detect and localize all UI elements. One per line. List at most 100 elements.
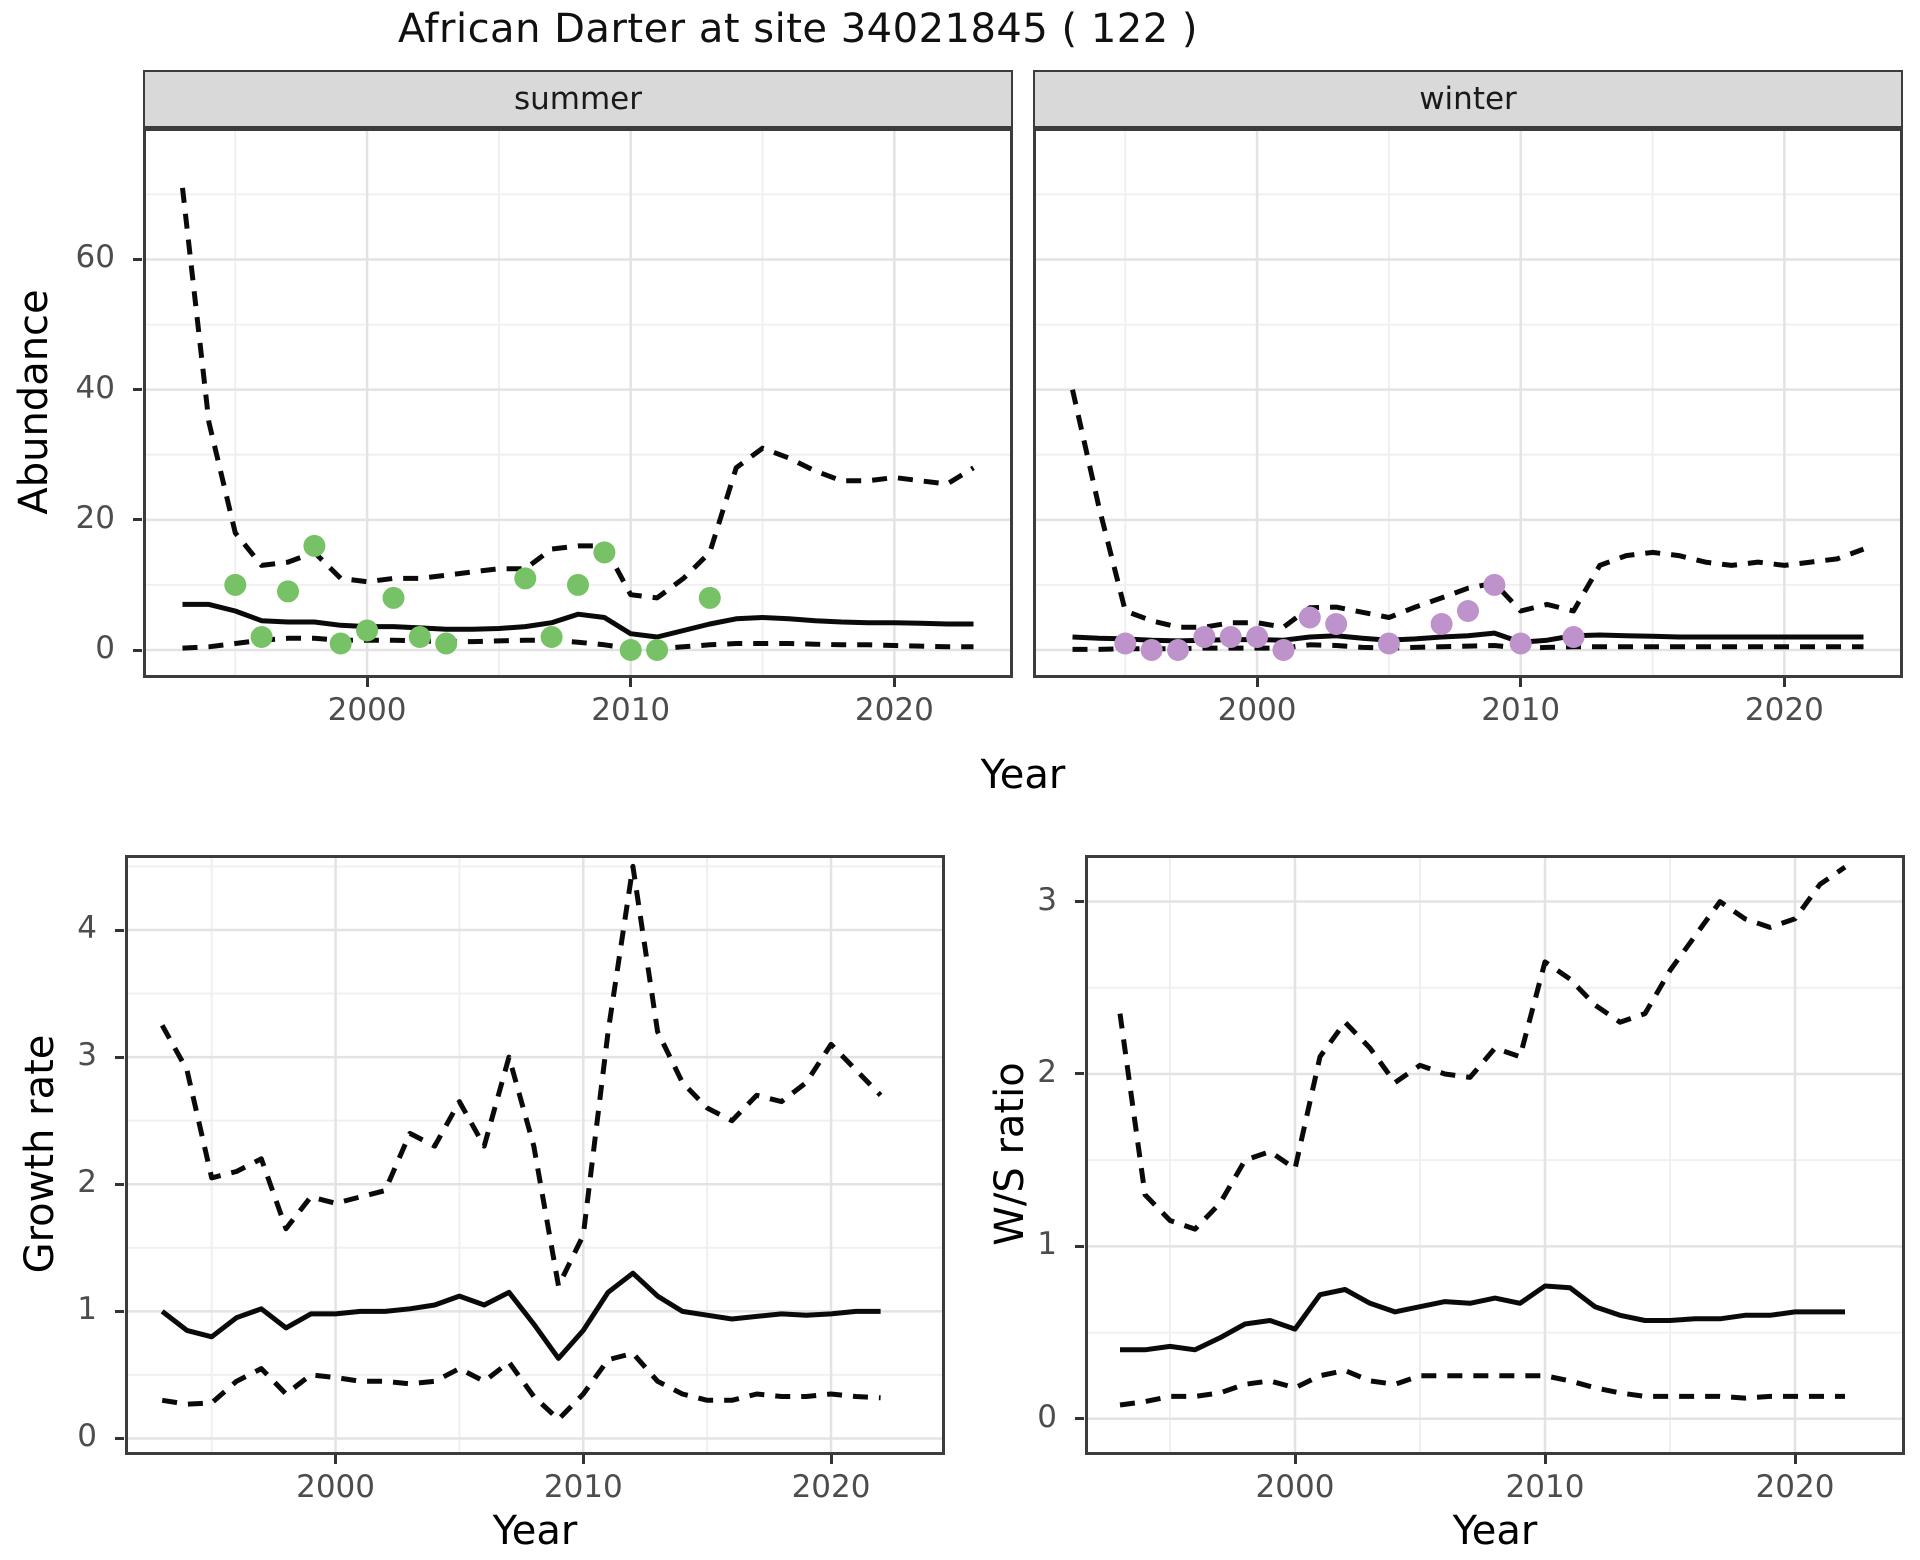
observed-abundance-summer — [408, 626, 431, 648]
observed-abundance-summer — [250, 626, 273, 648]
observed-abundance-summer — [567, 573, 589, 596]
observed-abundance-winter — [1457, 600, 1479, 622]
observed-abundance-winter — [1272, 639, 1295, 661]
facet-strip-summer: summer — [143, 70, 1013, 128]
growth-y-tick-label: 4 — [77, 910, 97, 946]
summer-y-tick-label: 20 — [75, 499, 115, 536]
summer-fit-line — [182, 601, 974, 640]
x-tick-mark — [1782, 678, 1786, 687]
growth-x-tick-label: 2020 — [791, 1469, 871, 1505]
observed-abundance-summer — [382, 586, 405, 609]
observed-abundance-summer — [619, 639, 642, 661]
ws-ratio-panel — [1085, 855, 1905, 1455]
winter-lower-ci-line — [1072, 642, 1864, 652]
winter-x-tick-label: 2020 — [1744, 692, 1824, 728]
facet-strip-winter-label: winter — [1419, 81, 1517, 117]
growth-x-axis-title: Year — [492, 1508, 578, 1554]
top-x-axis-title: Year — [980, 752, 1066, 798]
summer-x-tick-label: 2010 — [591, 692, 671, 728]
x-tick-mark — [829, 1455, 833, 1464]
x-tick-mark — [365, 678, 369, 687]
x-tick-mark — [629, 678, 633, 687]
observed-abundance-summer — [303, 534, 326, 557]
y-tick-mark — [115, 1309, 124, 1313]
observed-abundance-winter — [1325, 613, 1348, 635]
y-tick-mark — [133, 648, 142, 652]
ws-y-tick-label: 0 — [1037, 1398, 1057, 1435]
y-tick-mark — [1075, 1244, 1084, 1248]
observed-abundance-summer — [329, 632, 352, 655]
winter-x-tick-label: 2000 — [1217, 692, 1297, 728]
winter-x-tick-label: 2010 — [1481, 692, 1561, 728]
observed-abundance-summer — [224, 573, 247, 596]
growth-lower-ci-line — [161, 1350, 881, 1422]
y-tick-mark — [115, 1182, 124, 1186]
x-tick-mark — [581, 1455, 585, 1464]
winter-upper-ci-line — [1070, 389, 1865, 630]
observed-abundance-summer — [514, 567, 537, 590]
ws-y-tick-label: 3 — [1037, 881, 1057, 918]
summer-lower-ci-line — [182, 635, 974, 652]
observed-abundance-winter — [1430, 613, 1453, 635]
ws-y-tick-label: 1 — [1037, 1226, 1057, 1263]
y-tick-mark — [133, 518, 142, 522]
y-tick-mark — [1075, 1072, 1084, 1076]
observed-abundance-summer — [435, 632, 458, 655]
summer-upper-ci-line — [180, 187, 975, 601]
observed-abundance-summer — [356, 619, 379, 642]
ws-panel-border — [1085, 855, 1905, 1455]
ws-upper-ci-line — [1117, 865, 1847, 1232]
y-tick-mark — [115, 928, 124, 932]
y-tick-mark — [115, 1436, 124, 1440]
ws-x-axis-title: Year — [1452, 1508, 1538, 1554]
x-tick-mark — [1543, 1455, 1547, 1464]
growth-panel-border — [125, 855, 945, 1455]
observed-abundance-winter — [1193, 626, 1216, 648]
growth-y-tick-label: 2 — [77, 1164, 97, 1201]
ws-y-tick-label: 2 — [1037, 1053, 1057, 1090]
ws-ratio-axis-title: W/S ratio — [987, 1062, 1033, 1246]
observed-abundance-summer — [698, 586, 721, 609]
growth-rate-panel — [125, 855, 945, 1455]
summer-x-tick-label: 2020 — [854, 692, 934, 728]
y-tick-mark — [133, 257, 142, 261]
facet-strip-summer-label: summer — [513, 81, 642, 117]
winter-abundance-panel — [1033, 128, 1903, 678]
observed-abundance-winter — [1298, 606, 1321, 629]
summer-y-tick-label: 60 — [75, 239, 115, 276]
observed-abundance-winter — [1219, 626, 1242, 648]
summer-x-tick-label: 2000 — [327, 692, 407, 728]
facet-strip-winter: winter — [1033, 70, 1903, 128]
x-tick-mark — [1793, 1455, 1797, 1464]
growth-y-tick-label: 1 — [77, 1291, 97, 1328]
growth-y-tick-label: 3 — [77, 1037, 97, 1074]
summer-abundance-panel — [143, 128, 1013, 678]
x-tick-mark — [1519, 678, 1523, 687]
observed-abundance-winter — [1377, 632, 1400, 655]
growth-x-tick-label: 2010 — [543, 1469, 623, 1505]
observed-abundance-summer — [540, 626, 563, 648]
x-tick-mark — [1255, 678, 1259, 687]
observed-abundance-summer — [646, 639, 669, 661]
growth-upper-ci-line — [160, 863, 883, 1289]
observed-abundance-winter — [1167, 639, 1189, 661]
x-tick-mark — [334, 1455, 338, 1464]
summer-y-tick-label: 40 — [75, 369, 115, 406]
y-tick-mark — [1075, 900, 1084, 904]
y-tick-mark — [133, 388, 142, 392]
figure-title: African Darter at site 34021845 ( 122 ) — [397, 6, 1199, 52]
growth-y-tick-label: 0 — [77, 1418, 97, 1455]
observed-abundance-winter — [1114, 632, 1137, 655]
summer-panel-border — [143, 128, 1013, 678]
observed-abundance-winter — [1483, 573, 1506, 596]
growth-rate-axis-title: Growth rate — [17, 1034, 63, 1274]
y-tick-mark — [1075, 1417, 1084, 1421]
observed-abundance-winter — [1509, 632, 1532, 655]
y-tick-mark — [115, 1055, 124, 1059]
growth-x-tick-label: 2000 — [296, 1469, 376, 1505]
summer-y-tick-label: 0 — [95, 630, 115, 666]
growth-fit-line — [160, 1270, 881, 1361]
observed-abundance-winter — [1140, 639, 1163, 661]
winter-panel-border — [1033, 128, 1903, 678]
